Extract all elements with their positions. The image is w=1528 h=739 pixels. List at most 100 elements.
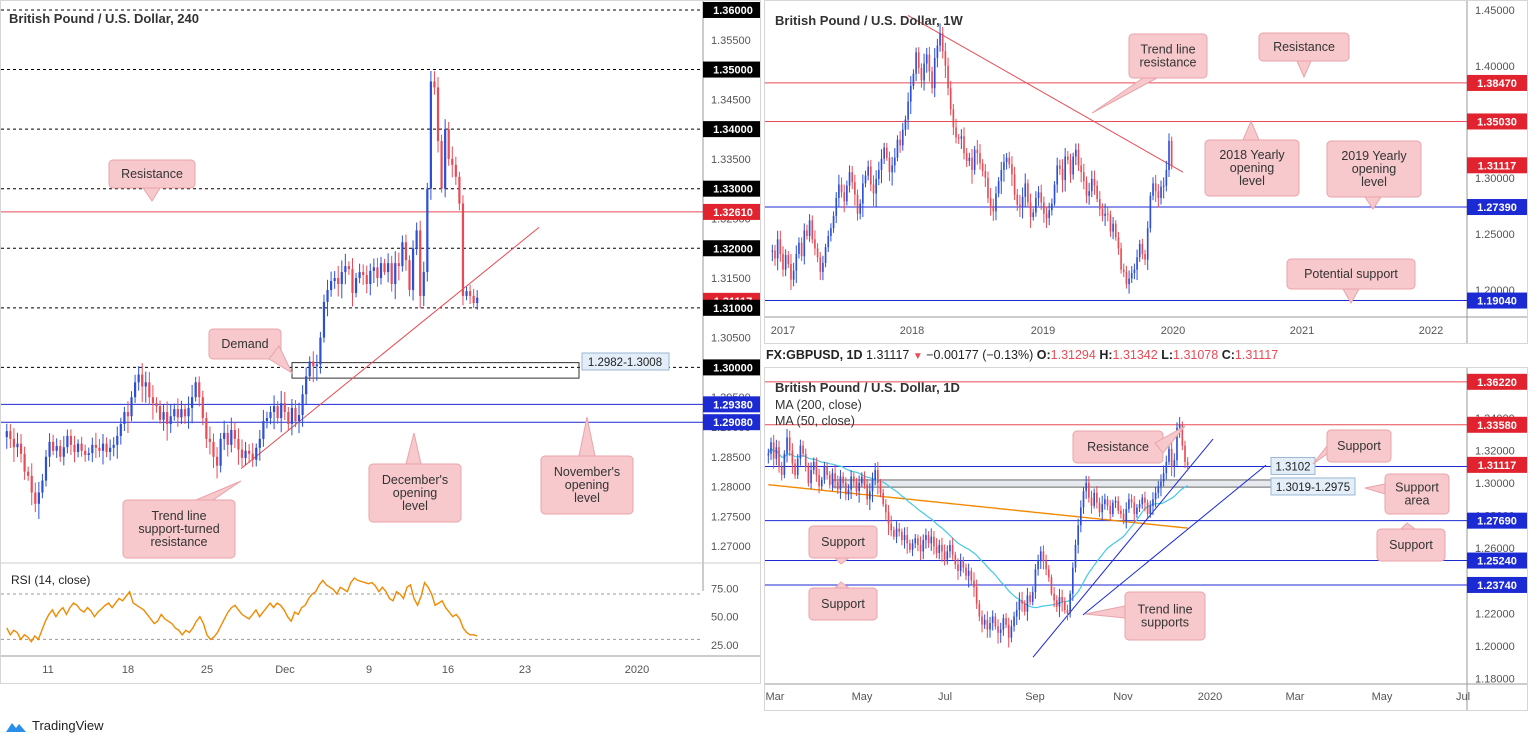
candle-body [852,476,855,482]
candle-body [444,129,447,189]
candle-body [319,337,322,365]
candle-body [965,153,968,161]
candle-body [1080,507,1082,526]
candle-body [962,561,965,568]
level-label: 1.35000 [713,65,753,77]
candle-body [967,570,970,576]
level-label: 1.33580 [1477,420,1517,432]
candle-body [290,407,293,424]
zone-label-bg [581,352,670,371]
candle-body [891,165,893,173]
candle-body [1071,567,1074,594]
h4-chart-panel[interactable]: 1.36000 1.35500 1.35000 1.34500 1.34000 1.335… [0,0,761,684]
candle-body [862,183,864,204]
candle-body [1021,600,1023,604]
candle-body [822,262,824,272]
candle-body [1074,544,1077,568]
candle-body [946,551,949,560]
close-label: C: [1221,348,1235,362]
time-axis-tick: 2018 [900,325,924,337]
candle-body [973,580,975,588]
candle-body [130,397,133,417]
candle-body [1178,424,1181,428]
w1-chart[interactable]: 1.450001.400001.350001.300001.250001.200… [765,1,1527,343]
candle-body [173,409,176,417]
w1-chart-panel[interactable]: 1.450001.400001.350001.300001.250001.200… [764,0,1528,344]
candle-body [476,297,479,304]
h4-chart[interactable]: 1.36000 1.35500 1.35000 1.34500 1.34000 1.335… [1,1,760,683]
candle-body [1007,624,1010,638]
candle-body [1045,561,1047,570]
callout-support-lower-pointer [833,581,851,589]
candle-body [248,450,251,454]
candle-body [105,443,108,452]
candle-body [791,450,794,464]
candle-body [101,443,105,451]
time-axis-tick: 2019 [1031,325,1055,337]
candle-body [258,438,261,448]
candle-body [796,458,799,475]
candle-body [790,264,792,280]
callout-resistance-pointer [1154,425,1186,454]
candle-body [354,278,358,293]
price-axis-tick: 1.20000 [1475,641,1515,653]
candle-body [1018,600,1021,611]
candle-body [1146,228,1149,260]
candle-body [198,382,201,398]
tradingview-logo[interactable]: TradingView [4,718,104,733]
candle-body [1085,181,1088,196]
candle-body [904,119,907,130]
candle-body [1039,551,1042,562]
candle-body [864,175,867,184]
candle-body [951,544,954,555]
candle-body [1026,595,1029,612]
candle-body [1088,483,1090,498]
price-axis-tick: 1.18000 [1475,673,1515,685]
level-label: 1.36220 [1477,377,1517,389]
candle-body [1077,149,1080,166]
d1-chart[interactable]: 1.340001.320001.300001.280001.260001.240… [765,368,1527,710]
candle-body [1059,165,1061,169]
candle-body [883,147,885,159]
callout-december-text: level [402,499,428,513]
candle-body [12,438,16,448]
trend-line [240,227,540,470]
candle-body [1133,269,1136,273]
demand-zone [291,362,580,379]
candle-body [48,441,51,457]
candle-body [1064,156,1067,181]
d1-chart-title: British Pound / U.S. Dollar, 1D [775,380,960,395]
candle-body [877,169,880,179]
time-axis-tick: 2017 [771,325,795,337]
low-label: L: [1161,348,1174,362]
time-axis-tick: 25 [201,664,213,676]
callout-trendline-supports-pointer [1084,605,1126,619]
level-label: 1.27690 [1477,516,1517,528]
candle-body [1008,157,1011,165]
level-label-bg [1467,416,1527,433]
candle-body [787,255,790,265]
d1-chart-panel[interactable]: 1.340001.320001.300001.280001.260001.240… [764,367,1528,711]
candle-body [815,461,818,475]
time-axis-tick: 18 [122,664,134,676]
candle-body [901,129,904,146]
candle-body [874,470,876,480]
time-axis-tick: Sep [1025,691,1045,703]
candle-body [1122,269,1125,272]
candle-body [885,147,888,158]
candle-body [365,275,368,284]
candle-body [401,242,404,267]
candle-body [84,450,87,455]
candle-body [269,412,272,419]
zone-label: 1.3019-1.2975 [1276,482,1350,494]
callout-support-left: Support [808,525,878,565]
candle-body [859,203,862,214]
candle-body [133,382,137,398]
candle-body [1047,569,1050,578]
time-axis-tick: 9 [366,664,372,676]
time-axis-tick: Jul [938,691,952,703]
candle-body [208,438,212,442]
candle-body [922,540,925,552]
